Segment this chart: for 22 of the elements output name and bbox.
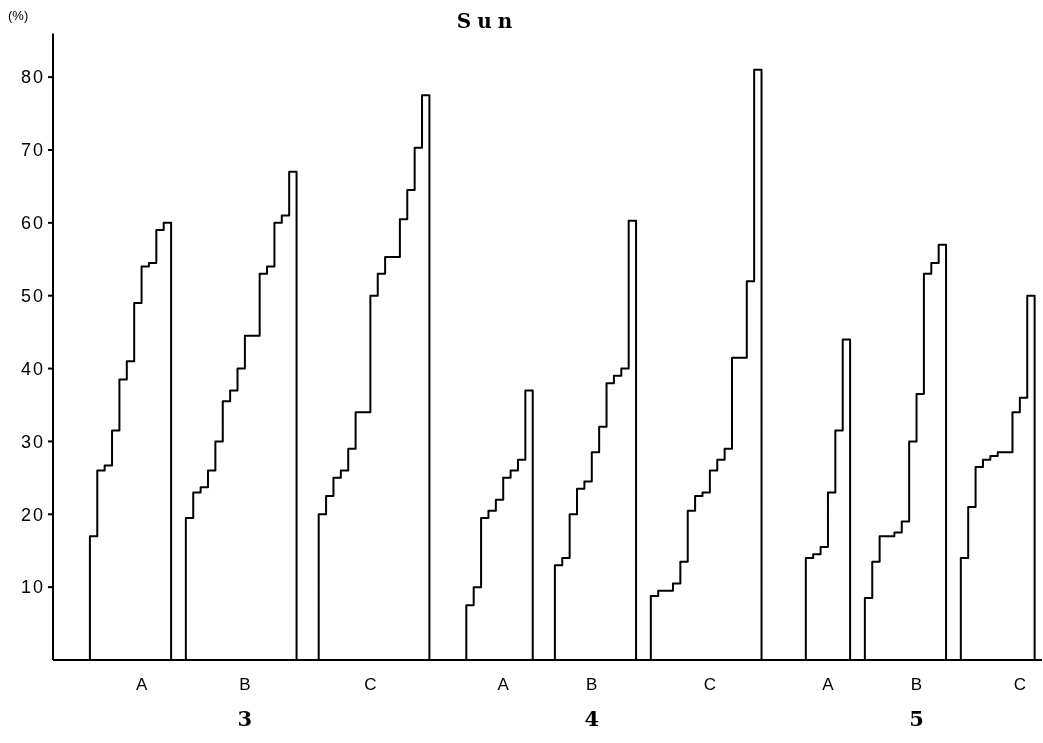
x-tick-label: C — [1013, 675, 1026, 694]
y-tick-label: 10 — [20, 577, 45, 598]
y-tick-label: 60 — [20, 213, 45, 234]
x-tick-label: A — [497, 675, 510, 694]
x-tick-label: B — [910, 675, 923, 694]
x-tick-label: A — [135, 675, 148, 694]
y-tick-label: 80 — [20, 67, 45, 88]
text: 4 — [584, 706, 600, 731]
y-tick-label: 40 — [20, 358, 45, 379]
y-tick-label: 20 — [20, 504, 45, 525]
text: 5 — [909, 706, 924, 731]
y-tick-label: 30 — [20, 431, 45, 452]
x-tick-label: A — [822, 675, 835, 694]
x-tick-label: C — [703, 675, 717, 694]
x-tick-label: C — [364, 675, 377, 694]
y-tick-label: 50 — [20, 286, 45, 306]
y-tick-label: 70 — [20, 140, 45, 161]
text: 3 — [237, 706, 253, 731]
chart-title: Sun — [456, 9, 519, 33]
x-tick-label: B — [586, 675, 598, 694]
y-axis-title: (%) — [8, 8, 29, 23]
x-tick-label: B — [239, 675, 251, 694]
